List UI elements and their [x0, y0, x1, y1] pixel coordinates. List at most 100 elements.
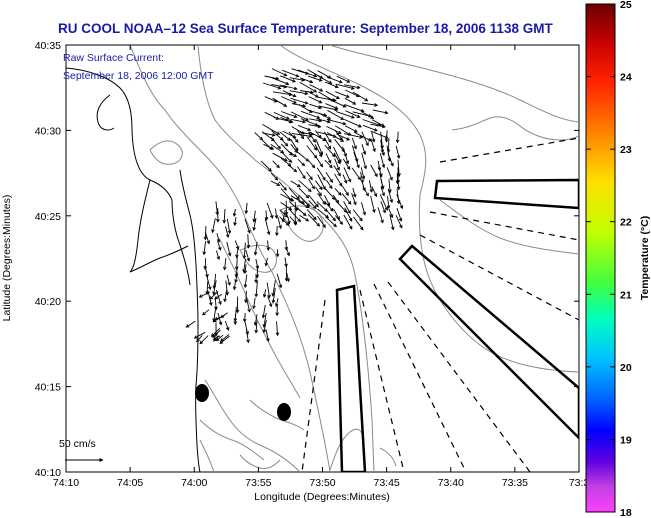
current-vector — [316, 167, 326, 181]
current-vector-head — [211, 229, 215, 234]
current-vector — [333, 146, 342, 163]
current-vector-head — [222, 266, 227, 271]
current-vector — [254, 132, 263, 141]
subtitle-line1: Raw Surface Current: — [63, 52, 164, 64]
x-tick-label: 74:00 — [181, 477, 207, 489]
current-vector-head — [338, 79, 343, 84]
current-vector-head — [352, 193, 357, 198]
current-vector-head — [227, 281, 231, 286]
current-vector-head — [247, 308, 251, 313]
current-vector-head — [203, 236, 208, 241]
current-vector — [297, 166, 306, 179]
current-vector-head — [374, 173, 378, 178]
current-vector — [194, 331, 206, 339]
current-vector-head — [356, 85, 361, 90]
current-vector-head — [284, 211, 289, 216]
current-vector — [370, 123, 386, 128]
current-vector-head — [302, 212, 307, 217]
current-vector — [272, 160, 280, 168]
current-vector — [247, 234, 249, 248]
current-vector-head — [294, 147, 299, 152]
current-vector — [280, 143, 293, 156]
current-vector — [309, 103, 322, 109]
current-vector-head — [396, 186, 401, 191]
current-vector-head — [317, 124, 322, 129]
current-vector-head — [339, 137, 343, 141]
current-vector — [299, 214, 309, 222]
current-vector — [378, 166, 383, 177]
current-vector — [343, 201, 351, 214]
current-vector — [226, 241, 231, 256]
current-vector — [253, 210, 256, 222]
current-vector-head — [313, 154, 318, 159]
current-vector-head — [313, 205, 317, 210]
current-vector-head — [280, 149, 285, 154]
current-vector — [308, 178, 315, 189]
current-vector-head — [368, 138, 372, 142]
current-vector — [276, 321, 279, 336]
current-vector-head — [326, 202, 331, 207]
current-vector-head — [227, 230, 232, 235]
current-vector — [309, 131, 326, 141]
current-vector — [245, 249, 250, 262]
current-vector — [217, 312, 222, 325]
current-vector-head — [350, 86, 355, 90]
current-vector — [361, 111, 374, 119]
current-vector — [290, 111, 309, 121]
current-vector — [317, 96, 336, 101]
current-vector-head — [214, 306, 218, 311]
colorbar-tick-label: 24 — [620, 72, 632, 84]
current-vector — [352, 209, 363, 221]
current-vector-head — [346, 79, 351, 83]
current-vector-head — [386, 205, 391, 210]
current-vector-head — [286, 116, 290, 120]
colorbar-tick-label: 18 — [620, 507, 632, 518]
current-vector — [397, 179, 400, 190]
current-vector-head — [276, 182, 281, 186]
current-vector-head — [302, 175, 306, 180]
current-vector-head — [246, 244, 251, 249]
current-vector — [344, 104, 364, 112]
current-vector — [279, 209, 289, 218]
current-vector — [288, 164, 297, 173]
current-vector — [281, 96, 297, 104]
current-vector — [291, 103, 306, 107]
current-vector — [294, 201, 297, 211]
current-vector-head — [305, 218, 310, 222]
current-vector — [332, 194, 339, 204]
current-vector-head — [196, 338, 200, 343]
current-vector — [379, 153, 385, 168]
current-vector — [275, 208, 278, 219]
current-vector — [298, 69, 317, 77]
station-marker — [277, 403, 291, 421]
current-vector — [298, 179, 312, 192]
current-vector-head — [283, 187, 287, 191]
current-vector — [290, 118, 306, 123]
current-vector-head — [381, 152, 385, 157]
current-vector — [368, 180, 373, 193]
current-vector — [298, 200, 309, 208]
current-vector — [290, 195, 305, 204]
current-vector — [245, 290, 247, 303]
current-vector-head — [274, 176, 279, 181]
current-vector — [244, 218, 251, 233]
current-vector-head — [252, 218, 257, 223]
current-vector-head — [235, 254, 239, 259]
current-vector — [351, 193, 357, 205]
current-vector — [317, 75, 332, 84]
current-vector — [216, 233, 220, 242]
current-vector-head — [277, 86, 282, 90]
current-vector — [213, 316, 222, 322]
current-vector — [389, 214, 394, 230]
current-vector-head — [232, 213, 237, 217]
current-vector — [272, 288, 276, 303]
current-vector — [396, 194, 403, 209]
current-vector-head — [242, 318, 247, 323]
current-vector-head — [368, 113, 373, 118]
current-vector — [297, 130, 304, 139]
current-vector — [380, 145, 385, 156]
current-vector-head — [294, 207, 298, 212]
current-vector-head — [349, 225, 353, 230]
solid-boxes — [335, 178, 579, 472]
current-vector-head — [223, 298, 227, 303]
